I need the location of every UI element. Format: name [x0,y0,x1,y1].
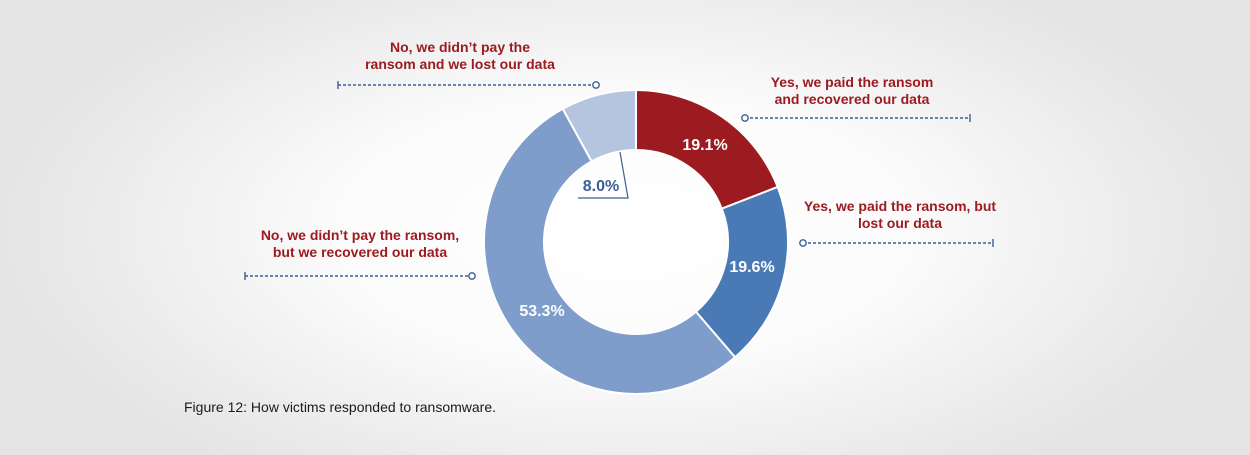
legend-label-paid-lost: Yes, we paid the ransom, but lost our da… [803,198,997,231]
slice-notpaid-recovered [483,107,737,395]
slice-notpaid-lost [561,88,637,163]
small-slice-callout-line [578,151,629,199]
leader-end-circle-paid-lost [799,239,807,247]
legend-label-paid-recovered: Yes, we paid the ransom and recovered ou… [770,74,934,107]
leader-end-circle-notpaid-recovered [468,272,476,280]
figure-caption: Figure 12: How victims responded to rans… [184,399,497,415]
slice-value-paid-recovered: 19.1% [682,137,727,154]
slice-value-paid-lost: 19.6% [729,259,774,276]
legend-label-notpaid-recovered: No, we didn’t pay the ransom, but we rec… [260,227,460,260]
legend-label-notpaid-lost: No, we didn’t pay the ransom and we lost… [365,39,555,72]
leader-end-circle-paid-recovered [741,114,749,122]
leader-end-circle-notpaid-lost [592,81,600,89]
slice-value-notpaid-lost: 8.0% [583,178,619,195]
slice-value-notpaid-recovered: 53.3% [519,303,564,320]
